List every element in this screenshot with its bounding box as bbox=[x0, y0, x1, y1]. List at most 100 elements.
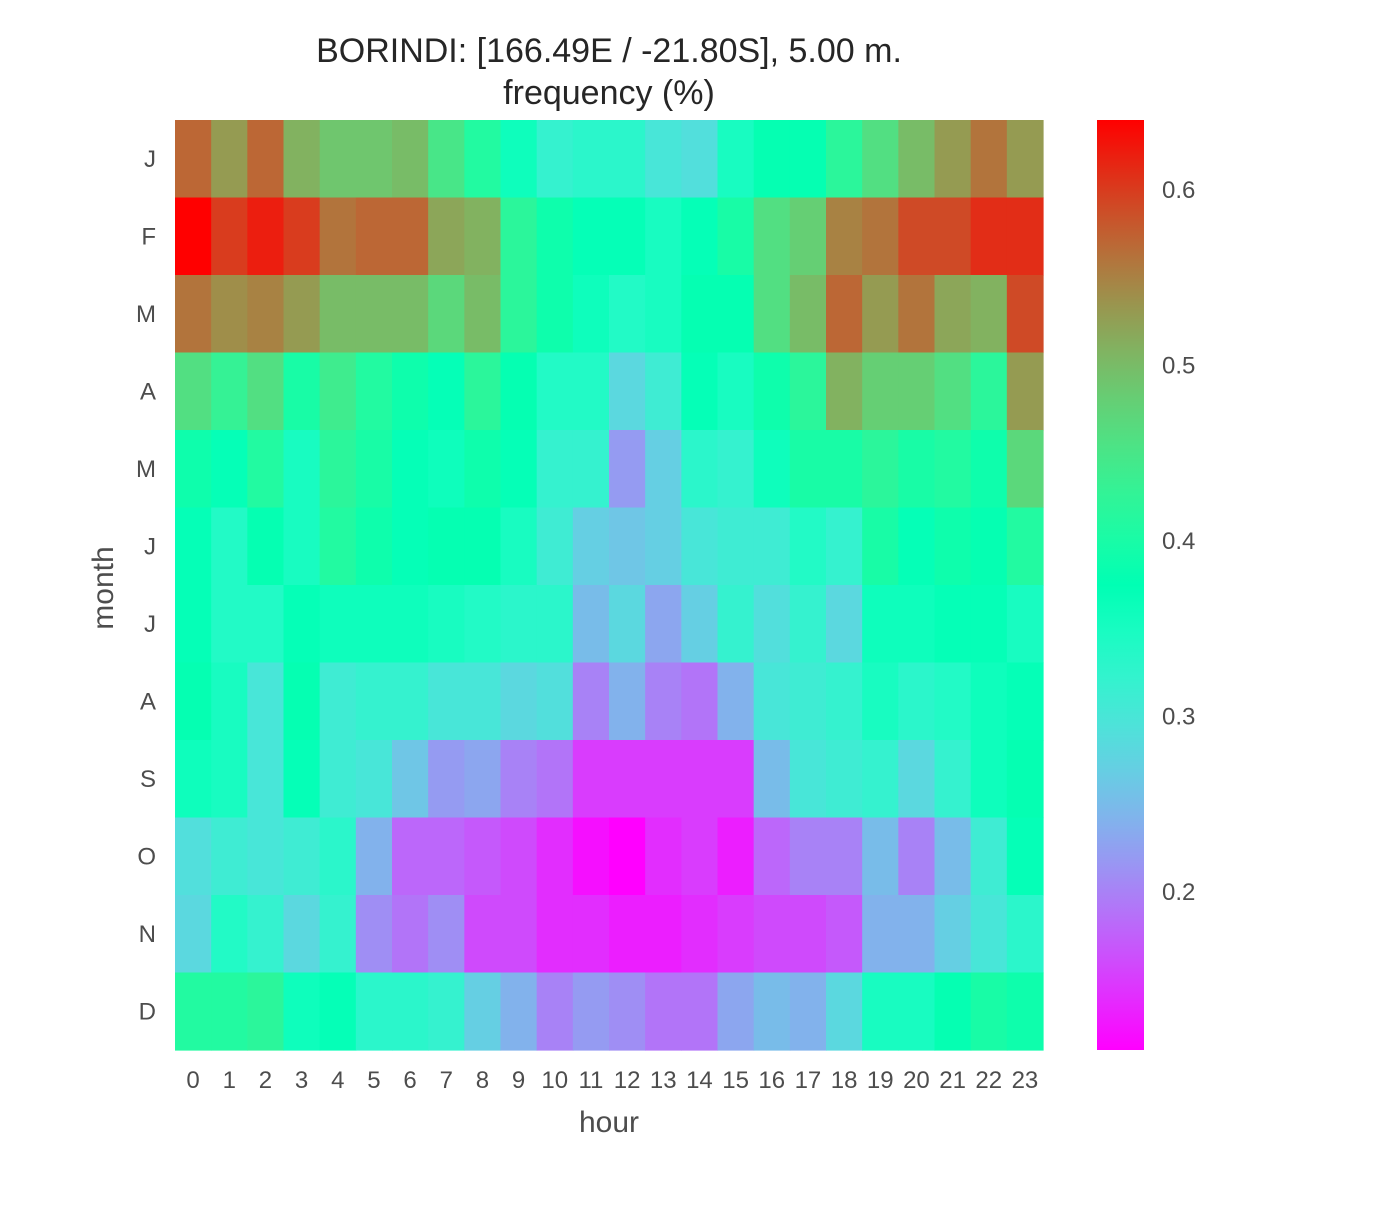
heatmap-cell bbox=[645, 507, 682, 586]
heatmap-cell bbox=[355, 972, 393, 1051]
x-tick-label: 15 bbox=[722, 1067, 749, 1094]
heatmap-cell bbox=[934, 120, 972, 199]
heatmap-cell bbox=[681, 585, 719, 664]
heatmap-cell bbox=[898, 895, 936, 974]
heatmap-cell bbox=[175, 817, 212, 896]
heatmap-cell bbox=[645, 430, 682, 509]
heatmap-cell bbox=[428, 275, 465, 354]
heatmap-cell bbox=[826, 430, 863, 509]
heatmap-cell bbox=[862, 275, 899, 354]
heatmap-cell bbox=[464, 275, 502, 354]
heatmap-cell bbox=[609, 972, 646, 1051]
y-tick-label: N bbox=[139, 921, 156, 948]
heatmap-cell bbox=[392, 817, 429, 896]
heatmap-cell bbox=[898, 275, 936, 354]
heatmap-cell bbox=[681, 352, 719, 431]
heatmap-cell bbox=[464, 662, 502, 741]
colorbar-tick-label: 0.4 bbox=[1162, 528, 1195, 555]
heatmap-cell bbox=[753, 507, 791, 586]
heatmap-cell bbox=[392, 972, 429, 1051]
heatmap-cell bbox=[826, 817, 863, 896]
heatmap-cell bbox=[175, 275, 212, 354]
heatmap-cell bbox=[789, 972, 827, 1051]
heatmap-cell bbox=[428, 430, 465, 509]
y-axis-ticks: J F M A M J J A S O N D bbox=[136, 146, 156, 1026]
x-tick-label: 22 bbox=[975, 1067, 1002, 1094]
heatmap-cell bbox=[645, 817, 682, 896]
heatmap-cell bbox=[826, 662, 863, 741]
heatmap-cell bbox=[1006, 352, 1044, 431]
heatmap-cell bbox=[753, 197, 791, 276]
heatmap-cell bbox=[717, 430, 755, 509]
heatmap-cell bbox=[211, 430, 248, 509]
heatmap-cell bbox=[645, 972, 682, 1051]
heatmap-grid bbox=[175, 120, 1044, 1051]
colorbar-tick-label: 0.5 bbox=[1162, 353, 1195, 380]
heatmap-cell bbox=[392, 275, 429, 354]
x-axis-label: hour bbox=[579, 1106, 639, 1139]
heatmap-cell bbox=[392, 430, 429, 509]
heatmap-cell bbox=[717, 740, 755, 819]
heatmap-cell bbox=[934, 817, 972, 896]
heatmap-cell bbox=[572, 430, 610, 509]
x-tick-label: 4 bbox=[331, 1067, 344, 1094]
heatmap-cell bbox=[789, 430, 827, 509]
heatmap-cell bbox=[247, 740, 285, 819]
heatmap-cell bbox=[970, 197, 1008, 276]
heatmap-cell bbox=[247, 275, 285, 354]
heatmap-cell bbox=[536, 817, 574, 896]
heatmap-cell bbox=[355, 740, 393, 819]
heatmap-cell bbox=[247, 197, 285, 276]
x-tick-label: 19 bbox=[867, 1067, 894, 1094]
x-tick-label: 5 bbox=[367, 1067, 380, 1094]
heatmap-cell bbox=[211, 817, 248, 896]
heatmap-cell bbox=[826, 275, 863, 354]
heatmap-cell bbox=[392, 352, 429, 431]
heatmap-cell bbox=[645, 585, 682, 664]
heatmap-cell bbox=[319, 430, 357, 509]
heatmap-cell bbox=[862, 662, 899, 741]
heatmap-cell bbox=[862, 740, 899, 819]
heatmap-cell bbox=[211, 740, 248, 819]
heatmap-cell bbox=[898, 662, 936, 741]
heatmap-cell bbox=[681, 507, 719, 586]
heatmap-cell bbox=[898, 197, 936, 276]
heatmap-cell bbox=[572, 585, 610, 664]
chart-title: BORINDI: [166.49E / -21.80S], 5.00 m. bbox=[316, 32, 902, 70]
heatmap-cell bbox=[428, 507, 465, 586]
heatmap-cell bbox=[500, 120, 538, 199]
heatmap-cell bbox=[898, 430, 936, 509]
heatmap-cell bbox=[789, 585, 827, 664]
heatmap-cell bbox=[970, 895, 1008, 974]
heatmap-cell bbox=[789, 507, 827, 586]
heatmap-cell bbox=[283, 275, 321, 354]
heatmap-cell bbox=[1006, 972, 1044, 1051]
heatmap-cell bbox=[789, 352, 827, 431]
heatmap-cell bbox=[392, 662, 429, 741]
heatmap-cell bbox=[934, 740, 972, 819]
heatmap-cell bbox=[681, 662, 719, 741]
heatmap-cell bbox=[319, 507, 357, 586]
y-tick-label: J bbox=[144, 146, 156, 173]
heatmap-cell bbox=[464, 197, 502, 276]
heatmap-cell bbox=[211, 120, 248, 199]
x-tick-label: 6 bbox=[403, 1067, 416, 1094]
heatmap-cell bbox=[572, 817, 610, 896]
heatmap-cell bbox=[175, 197, 212, 276]
heatmap-cell bbox=[536, 430, 574, 509]
heatmap-cell bbox=[645, 352, 682, 431]
heatmap-cell bbox=[753, 352, 791, 431]
heatmap-cell bbox=[645, 197, 682, 276]
heatmap-cell bbox=[247, 120, 285, 199]
heatmap-cell bbox=[283, 740, 321, 819]
heatmap-cell bbox=[355, 585, 393, 664]
heatmap-cell bbox=[572, 120, 610, 199]
heatmap-cell bbox=[934, 895, 972, 974]
x-axis-ticks: 0 1 2 3 4 5 6 7 8 9 10 11 12 13 14 15 16 17 18 19 20 21 22 23 bbox=[186, 1067, 1038, 1094]
heatmap-cell bbox=[898, 352, 936, 431]
heatmap-cell bbox=[898, 817, 936, 896]
heatmap-cell bbox=[536, 120, 574, 199]
heatmap-cell bbox=[681, 120, 719, 199]
heatmap-cell bbox=[428, 895, 465, 974]
heatmap-cell bbox=[464, 972, 502, 1051]
